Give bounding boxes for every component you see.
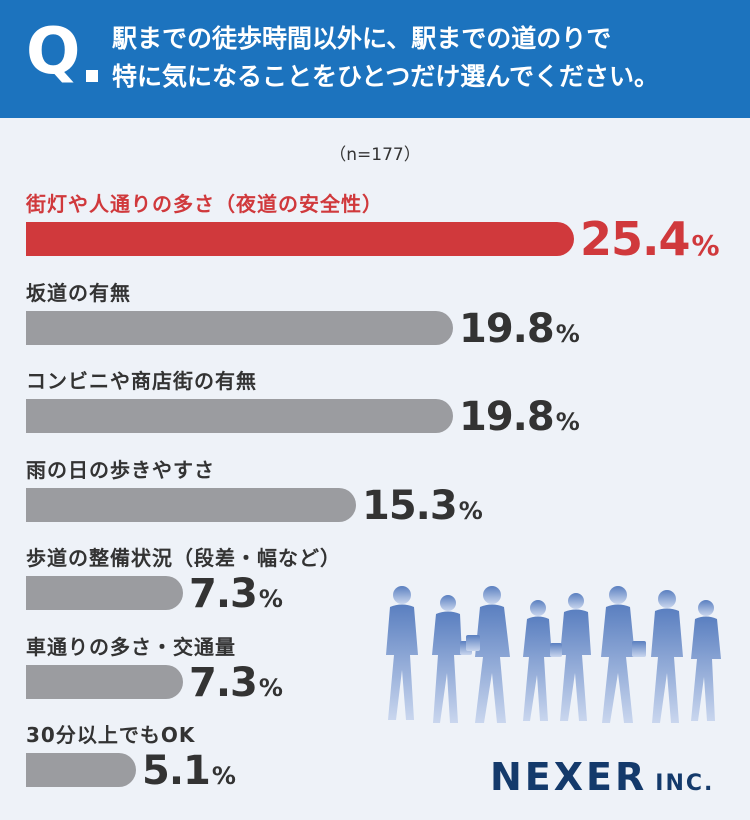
bar-label: 30分以上でもOK: [26, 723, 196, 747]
bar-value-label: 19.8%: [459, 305, 580, 352]
bar-value-label: 7.3%: [189, 659, 283, 706]
bar: [26, 310, 453, 345]
bar-value-label: 25.4%: [580, 212, 720, 266]
bar: [26, 753, 136, 787]
bar: [26, 664, 183, 699]
walking-people-illustration: [386, 586, 721, 723]
question-mark: Q: [26, 15, 80, 89]
question-line-2: 特に気になることをひとつだけ選んでください。: [112, 62, 660, 91]
brand-suffix: INC.: [655, 771, 715, 796]
question-text: 駅までの徒歩時間以外に、駅までの道のりで 特に気になることをひとつだけ選んでくだ…: [112, 20, 732, 96]
question-header: Q 駅までの徒歩時間以外に、駅までの道のりで 特に気になることをひとつだけ選んで…: [0, 0, 750, 118]
bar: [26, 487, 356, 522]
bar-label: 車通りの多さ・交通量: [26, 634, 236, 659]
bar: [26, 576, 183, 610]
sample-size: （n=177）: [329, 145, 421, 165]
bar-label: 雨の日の歩きやすさ: [26, 457, 215, 482]
bar-label: コンビニや商店街の有無: [26, 369, 257, 393]
question-mark-dot: [86, 70, 98, 82]
people-silhouettes: [386, 586, 721, 723]
bar: [26, 399, 453, 433]
brand-name: NEXER: [490, 755, 648, 799]
question-line-1: 駅までの徒歩時間以外に、駅までの道のりで: [112, 24, 612, 53]
brand-logo: NEXER INC.: [490, 758, 714, 796]
bar-value-label: 5.1%: [142, 748, 236, 794]
bar-value-label: 15.3%: [362, 482, 483, 529]
bar-label: 坂道の有無: [26, 280, 131, 305]
bar-label: 歩道の整備状況（段差・幅など）: [26, 546, 341, 570]
bar-value-label: 7.3%: [189, 571, 283, 617]
bar-label: 街灯や人通りの多さ（夜道の安全性）: [26, 192, 383, 216]
bar: [26, 222, 574, 256]
bar-value-label: 19.8%: [459, 394, 580, 440]
